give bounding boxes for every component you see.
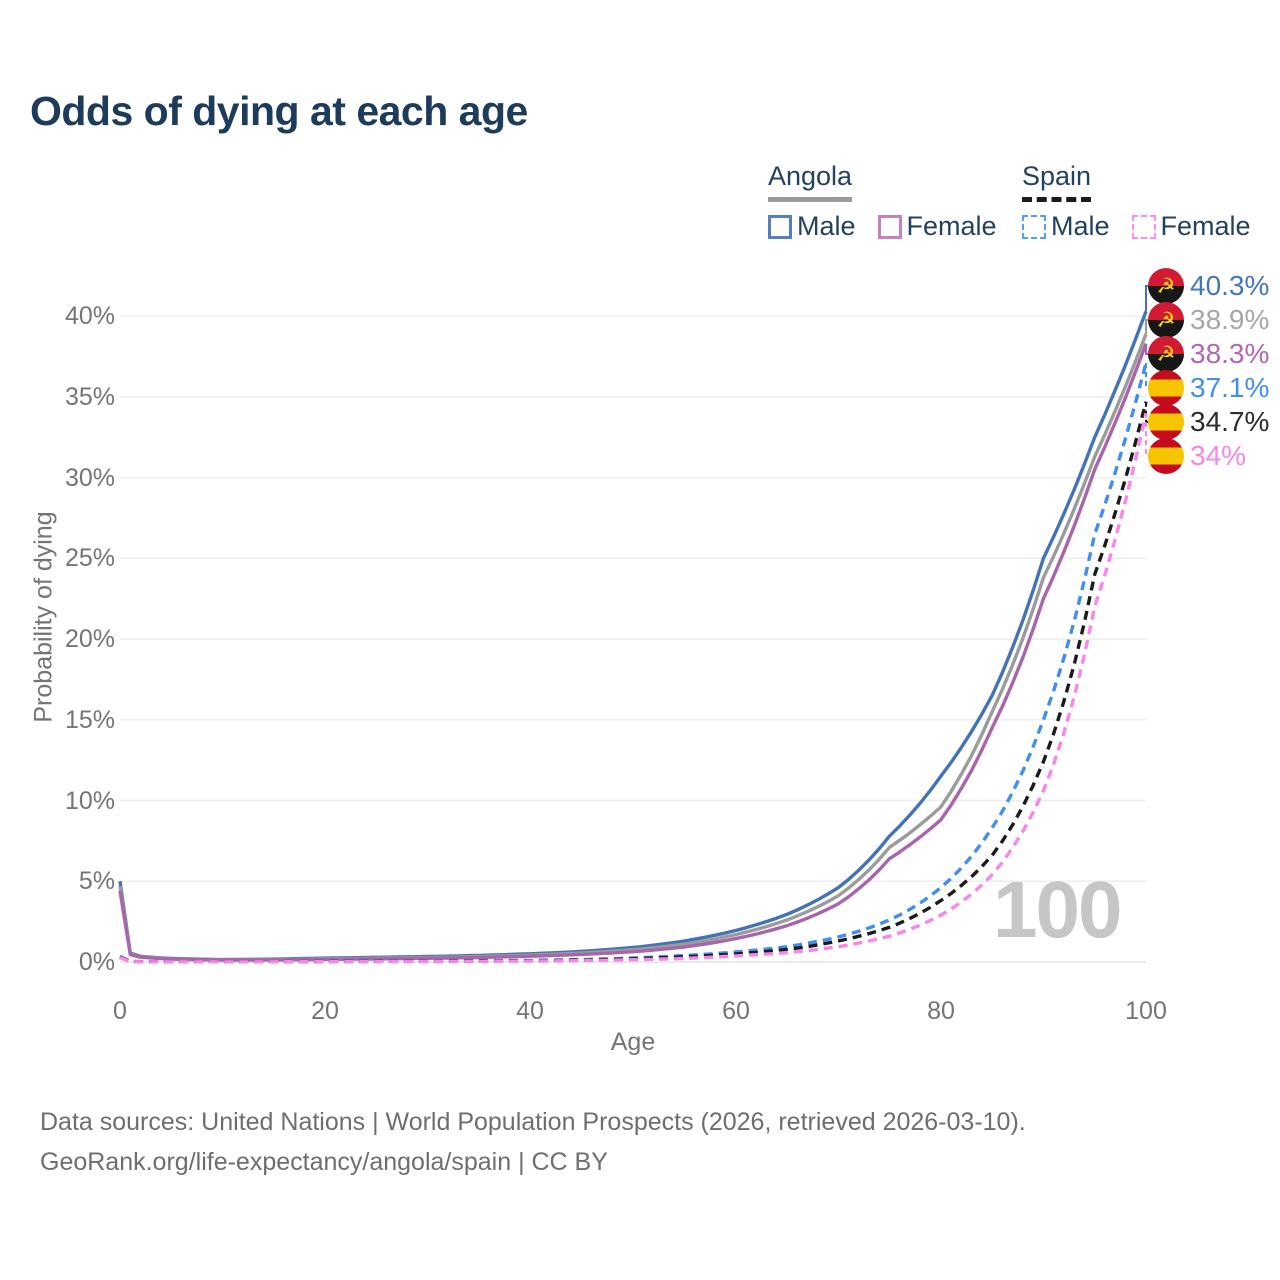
- legend-group-angola: Angola Male Female: [768, 161, 997, 242]
- x-tick: 40: [516, 997, 544, 1025]
- end-label-angola-both: ☭ 38.9%: [1148, 302, 1269, 338]
- y-tick: 15%: [64, 706, 115, 734]
- legend-item-spain-female[interactable]: Female: [1131, 211, 1251, 242]
- end-label-angola-male: ☭ 40.3%: [1148, 268, 1269, 304]
- angola-flag-icon: ☭: [1148, 268, 1184, 304]
- spain-flag-icon: [1148, 370, 1184, 406]
- checkbox-icon[interactable]: [1131, 214, 1156, 239]
- y-tick: 30%: [64, 464, 115, 492]
- legend-header-spain[interactable]: Spain: [1022, 161, 1092, 202]
- x-tick: 60: [722, 997, 750, 1025]
- x-tick: 80: [927, 997, 955, 1025]
- legend-item-angola-male[interactable]: Male: [768, 211, 856, 242]
- data-source-line: Data sources: United Nations | World Pop…: [40, 1108, 1026, 1136]
- angola-flag-icon: ☭: [1148, 336, 1184, 372]
- legend-item-angola-female[interactable]: Female: [877, 211, 997, 242]
- end-label-value: 37.1%: [1190, 372, 1270, 403]
- legend-group-spain: Spain Male Female: [1022, 161, 1251, 242]
- angola-emblem-icon: ☭: [1156, 273, 1176, 298]
- x-tick: 20: [311, 997, 339, 1025]
- y-tick: 5%: [78, 867, 115, 895]
- legend-item-label: Female: [1160, 211, 1251, 241]
- legend-header-angola[interactable]: Angola: [768, 161, 853, 202]
- legend-item-label: Female: [906, 211, 997, 241]
- end-label-spain-both: 34.7%: [1148, 404, 1269, 440]
- angola-emblem-icon: ☭: [1156, 341, 1176, 366]
- y-tick: 40%: [64, 302, 115, 330]
- legend-item-label: Male: [1051, 211, 1110, 241]
- legend-row-angola: Male Female: [768, 211, 997, 242]
- end-label-value: 38.9%: [1190, 304, 1270, 335]
- y-tick: 20%: [64, 625, 115, 653]
- x-axis-title: Age: [610, 1028, 656, 1056]
- y-tick: 35%: [64, 383, 115, 411]
- end-label-spain-male: 37.1%: [1148, 370, 1269, 406]
- angola-flag-icon: ☭: [1148, 302, 1184, 338]
- legend-row-spain: Male Female: [1022, 211, 1251, 242]
- attribution-line: GeoRank.org/life-expectancy/angola/spain…: [40, 1148, 608, 1176]
- y-axis-title: Probability of dying: [29, 511, 58, 723]
- legend-item-label: Male: [797, 211, 856, 241]
- y-tick: 10%: [64, 787, 115, 815]
- spain-flag-icon: [1148, 438, 1184, 474]
- end-label-value: 40.3%: [1190, 270, 1270, 301]
- y-tick: 0%: [78, 948, 115, 976]
- angola-emblem-icon: ☭: [1156, 307, 1176, 332]
- checkbox-icon[interactable]: [877, 214, 902, 239]
- end-label-spain-female: 34%: [1148, 438, 1246, 474]
- end-label-value: 34%: [1190, 440, 1247, 471]
- page-title: Odds of dying at each age: [30, 88, 528, 134]
- checkbox-icon[interactable]: [768, 214, 792, 239]
- y-tick: 25%: [64, 544, 115, 572]
- end-label-value: 34.7%: [1190, 406, 1270, 437]
- checkbox-icon[interactable]: [1022, 214, 1046, 239]
- end-label-angola-female: ☭ 38.3%: [1148, 336, 1269, 372]
- legend-item-spain-male[interactable]: Male: [1022, 211, 1110, 242]
- x-tick: 0: [113, 997, 127, 1025]
- spain-flag-icon: [1148, 404, 1184, 440]
- end-label-value: 38.3%: [1190, 338, 1270, 369]
- age-watermark: 100: [993, 865, 1122, 954]
- x-tick: 100: [1125, 997, 1167, 1025]
